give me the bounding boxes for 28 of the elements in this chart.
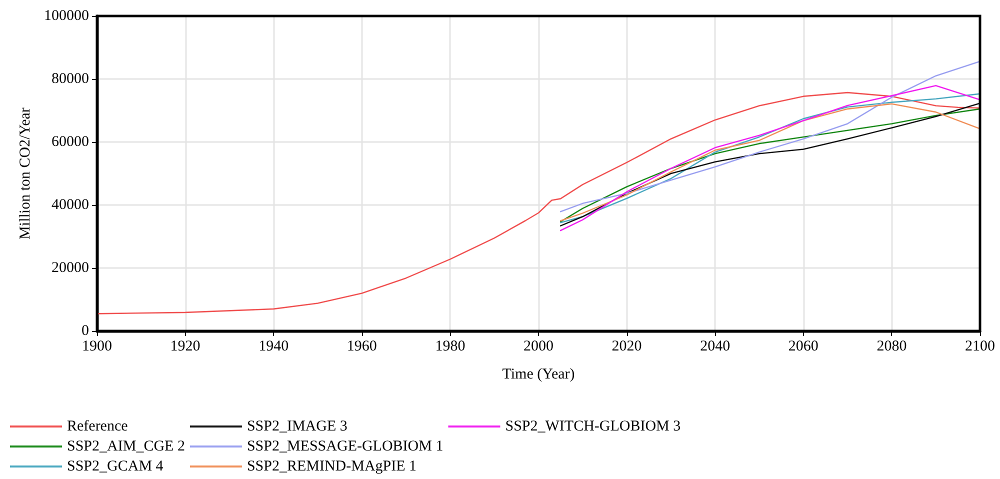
x-axis-title: Time (Year)	[502, 366, 575, 382]
x-tick-label: 2000	[524, 338, 554, 354]
legend-label: SSP2_IMAGE 3	[246, 418, 348, 434]
legend-label: SSP2_REMIND-MAgPIE 1	[246, 458, 417, 474]
y-axis-title: Million ton CO2/Year	[18, 108, 34, 240]
x-tick-label: 1980	[435, 338, 466, 354]
x-tick-label: 2040	[700, 338, 730, 354]
y-tick-label: 0	[82, 323, 89, 339]
legend-label: SSP2_GCAM 4	[67, 458, 164, 474]
legend-label: SSP2_AIM_CGE 2	[67, 438, 185, 454]
x-tick-label: 1920	[170, 338, 200, 354]
x-tick-label: 1940	[258, 338, 289, 354]
x-tick-label: 2080	[876, 338, 907, 354]
y-tick-label: 20000	[52, 260, 89, 276]
y-tick-label: 100000	[44, 8, 89, 24]
line-series	[96, 92, 981, 314]
y-tick-label: 80000	[52, 71, 89, 87]
x-tick-label: 2100	[965, 338, 995, 354]
y-tick-label: 40000	[52, 197, 89, 213]
x-tick-label: 2060	[788, 338, 818, 354]
x-tick-label: 2020	[612, 338, 642, 354]
x-tick-label: 1900	[82, 338, 112, 354]
legend-label: Reference	[67, 418, 128, 434]
line-series	[560, 60, 981, 212]
x-tick-label: 1960	[346, 338, 377, 354]
legend-label: SSP2_MESSAGE-GLOBIOM 1	[246, 438, 444, 454]
y-tick-label: 60000	[52, 134, 89, 150]
legend-label: SSP2_WITCH-GLOBIOM 3	[505, 418, 681, 434]
